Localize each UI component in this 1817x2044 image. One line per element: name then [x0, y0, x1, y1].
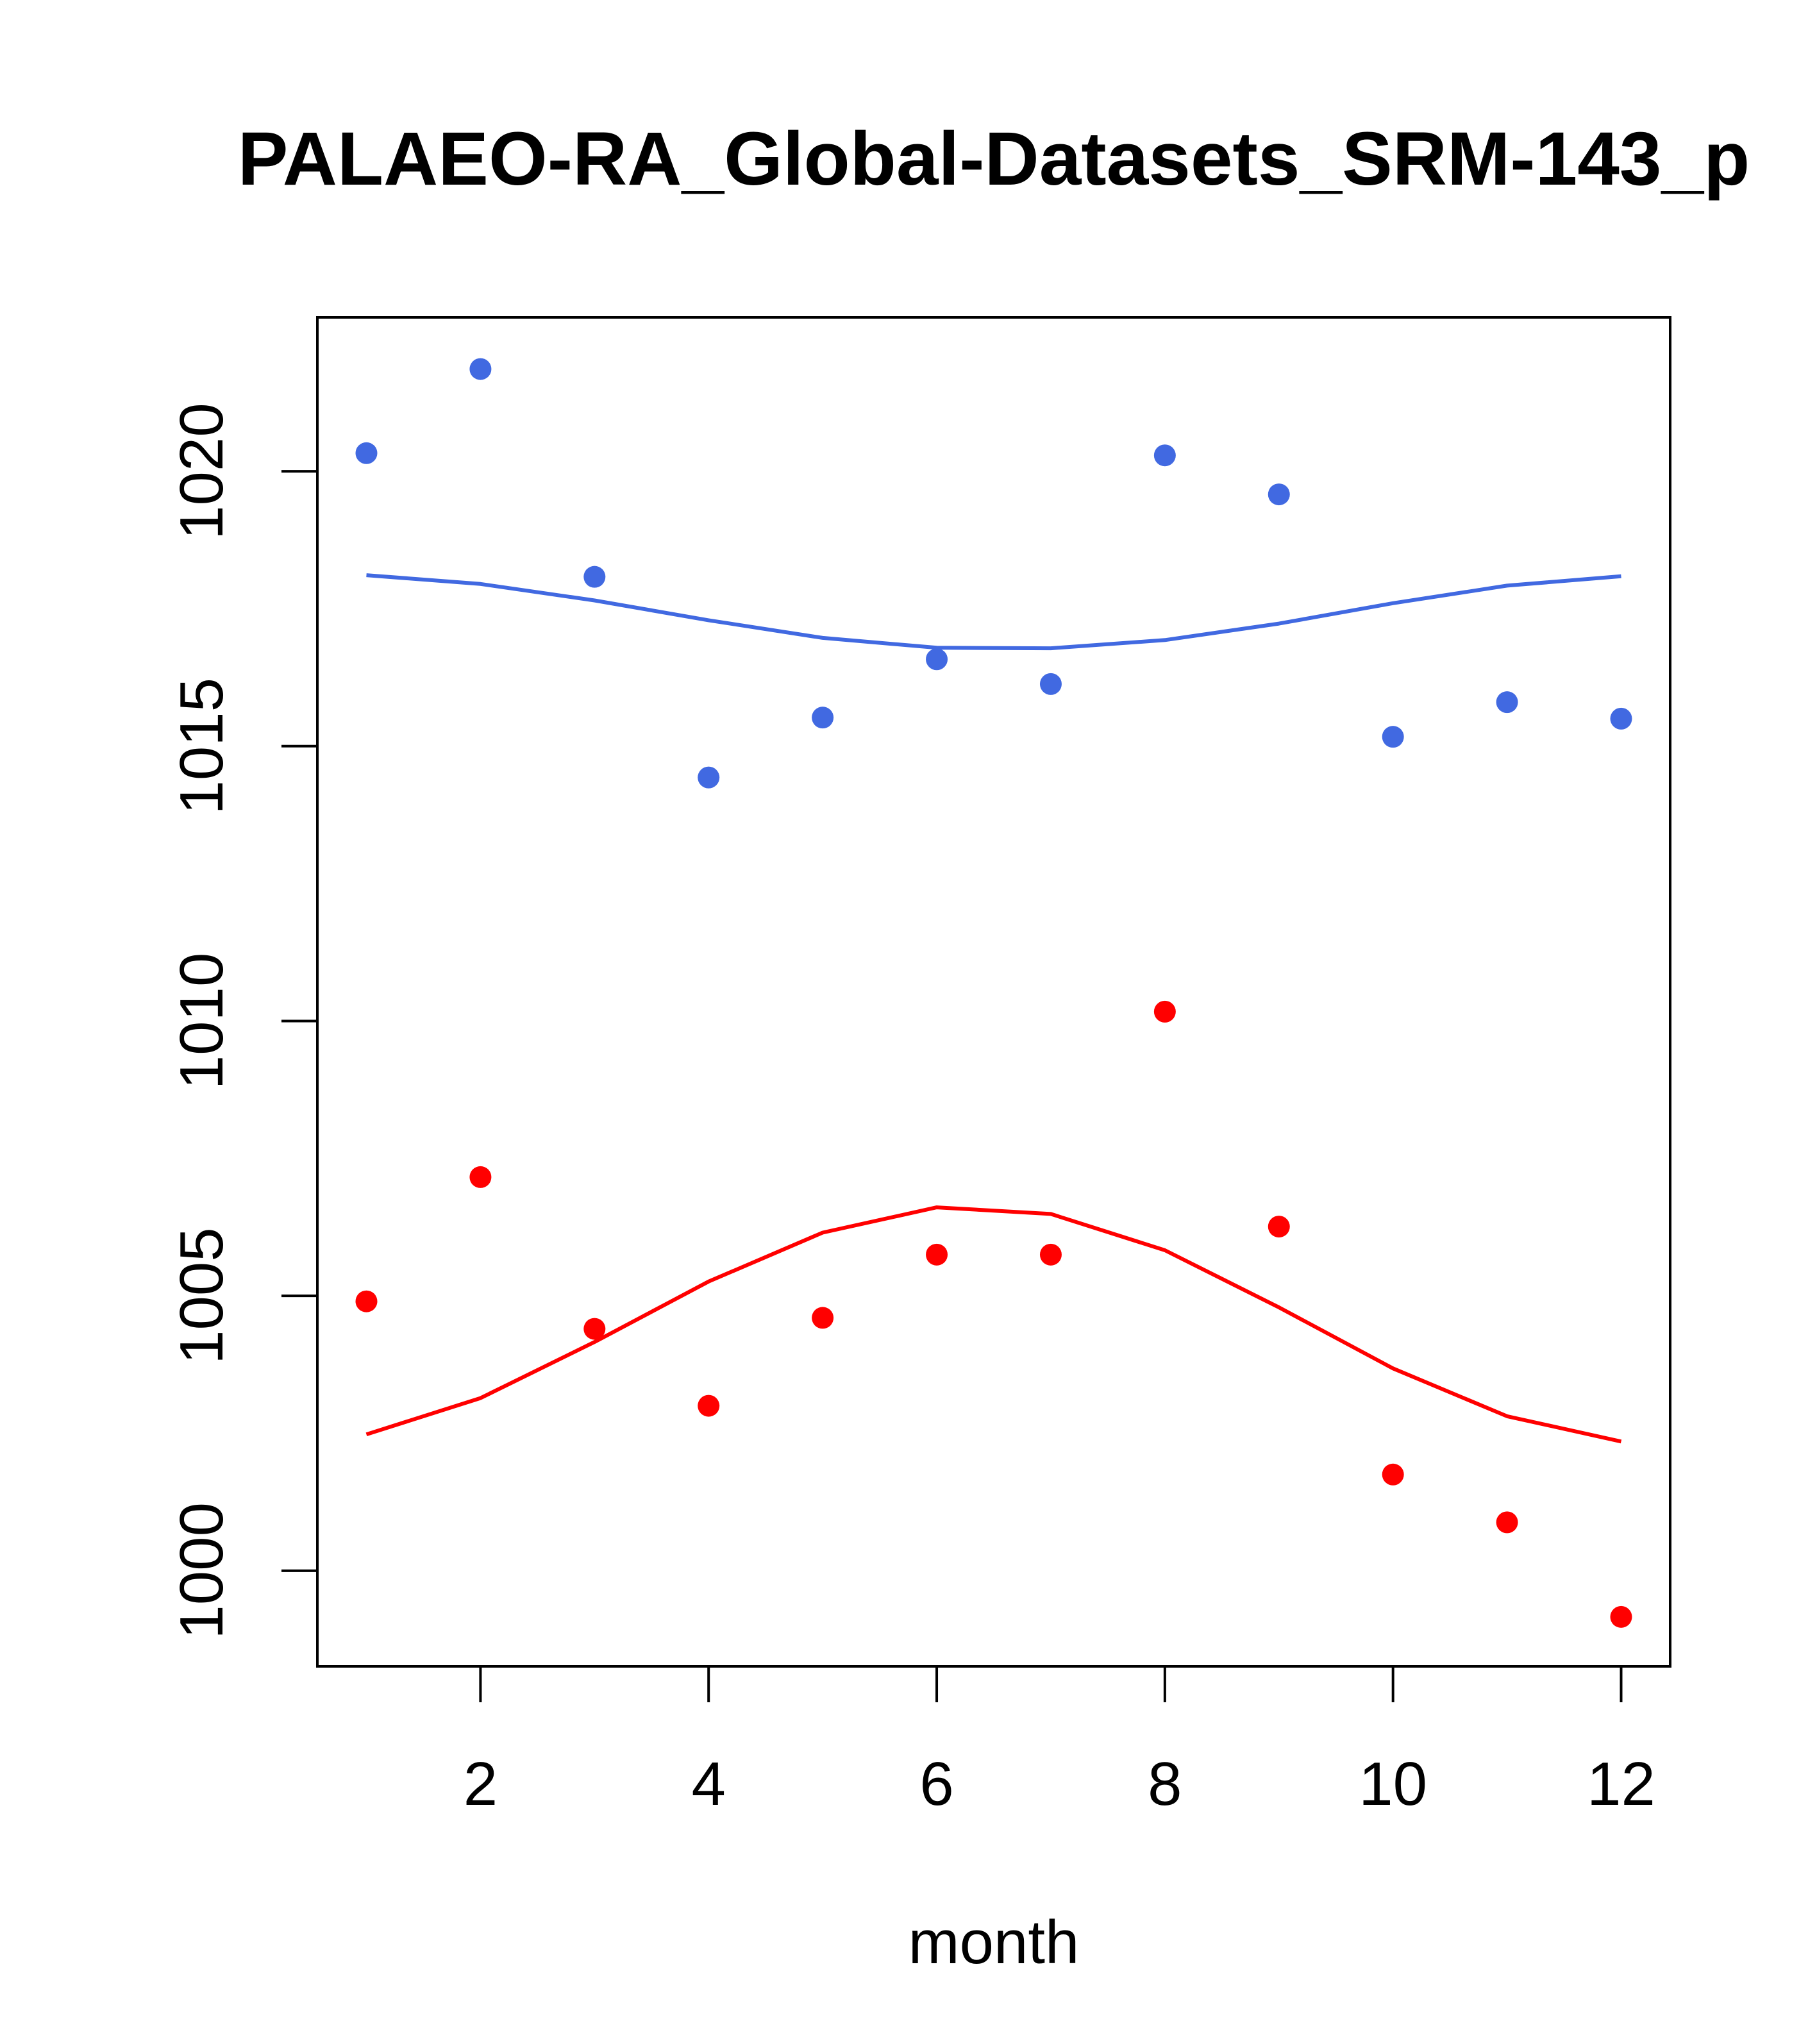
y-tick-label: 1015: [167, 678, 236, 815]
data-point: [1496, 691, 1518, 714]
data-point: [355, 442, 378, 464]
data-point: [583, 1318, 606, 1340]
data-point: [1153, 1000, 1176, 1023]
data-point: [698, 766, 720, 789]
data-point: [1382, 726, 1404, 748]
series-line: [366, 573, 1621, 651]
data-point: [812, 1307, 834, 1329]
y-tick-label: 1000: [167, 1502, 236, 1639]
x-axis: 2 4 6 8 10 12: [464, 1665, 1655, 1818]
series-line: [365, 1205, 1622, 1444]
data-point: [1496, 1511, 1518, 1534]
data-point: [1610, 1605, 1632, 1628]
data-point: [1610, 707, 1632, 730]
x-axis-label: month: [908, 1908, 1080, 1977]
data-point: [1268, 1216, 1290, 1238]
data-point: [926, 1243, 948, 1266]
x-tick-label: 8: [1148, 1750, 1182, 1818]
x-tick-label: 2: [464, 1750, 498, 1818]
y-tick-label: 1020: [167, 403, 236, 540]
plot-frame: [316, 316, 1671, 1668]
data-point: [926, 648, 948, 671]
y-tick-label: 1005: [167, 1227, 236, 1364]
data-point: [469, 1166, 492, 1188]
data-point: [1382, 1463, 1404, 1486]
data-point: [469, 358, 492, 380]
data-point: [1153, 444, 1176, 467]
data-point: [355, 1290, 378, 1312]
data-point: [698, 1395, 720, 1417]
y-tick-label: 1010: [167, 953, 236, 1090]
y-axis: 1000 1005 1010 1015 1020: [167, 403, 319, 1639]
x-tick-label: 6: [919, 1750, 953, 1818]
chart-title: PALAEO-RA_Global-Datasets_SRM-143_p: [238, 117, 1750, 201]
data-point: [1268, 483, 1290, 506]
data-point: [812, 707, 834, 729]
data-point: [1039, 673, 1062, 695]
data-point: [583, 565, 606, 588]
x-tick-label: 12: [1587, 1750, 1655, 1818]
x-tick-label: 10: [1359, 1750, 1427, 1818]
data-point: [1039, 1243, 1062, 1266]
x-tick-label: 4: [692, 1750, 726, 1818]
series-layer: [355, 358, 1632, 1628]
